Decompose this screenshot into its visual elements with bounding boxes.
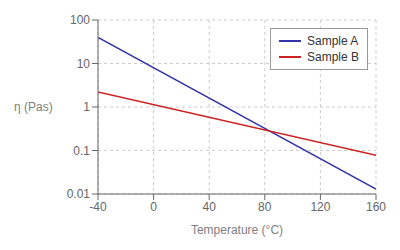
svg-text:10: 10 <box>77 57 91 71</box>
svg-text:80: 80 <box>258 200 272 214</box>
svg-text:40: 40 <box>203 200 217 214</box>
svg-text:Temperature (°C): Temperature (°C) <box>191 223 283 237</box>
svg-text:0.1: 0.1 <box>73 144 90 158</box>
svg-text:0.01: 0.01 <box>67 187 91 201</box>
html-text:Sample A: Sample A <box>307 34 359 48</box>
svg-text:120: 120 <box>310 200 330 214</box>
svg-text:1: 1 <box>83 100 90 114</box>
svg-text:160: 160 <box>366 200 386 214</box>
svg-text:0: 0 <box>150 200 157 214</box>
svg-text:100: 100 <box>70 13 90 27</box>
svg-text:-40: -40 <box>89 200 107 214</box>
svg-text:η (Pas): η (Pas) <box>14 100 53 114</box>
html-text:Sample B: Sample B <box>307 50 359 64</box>
